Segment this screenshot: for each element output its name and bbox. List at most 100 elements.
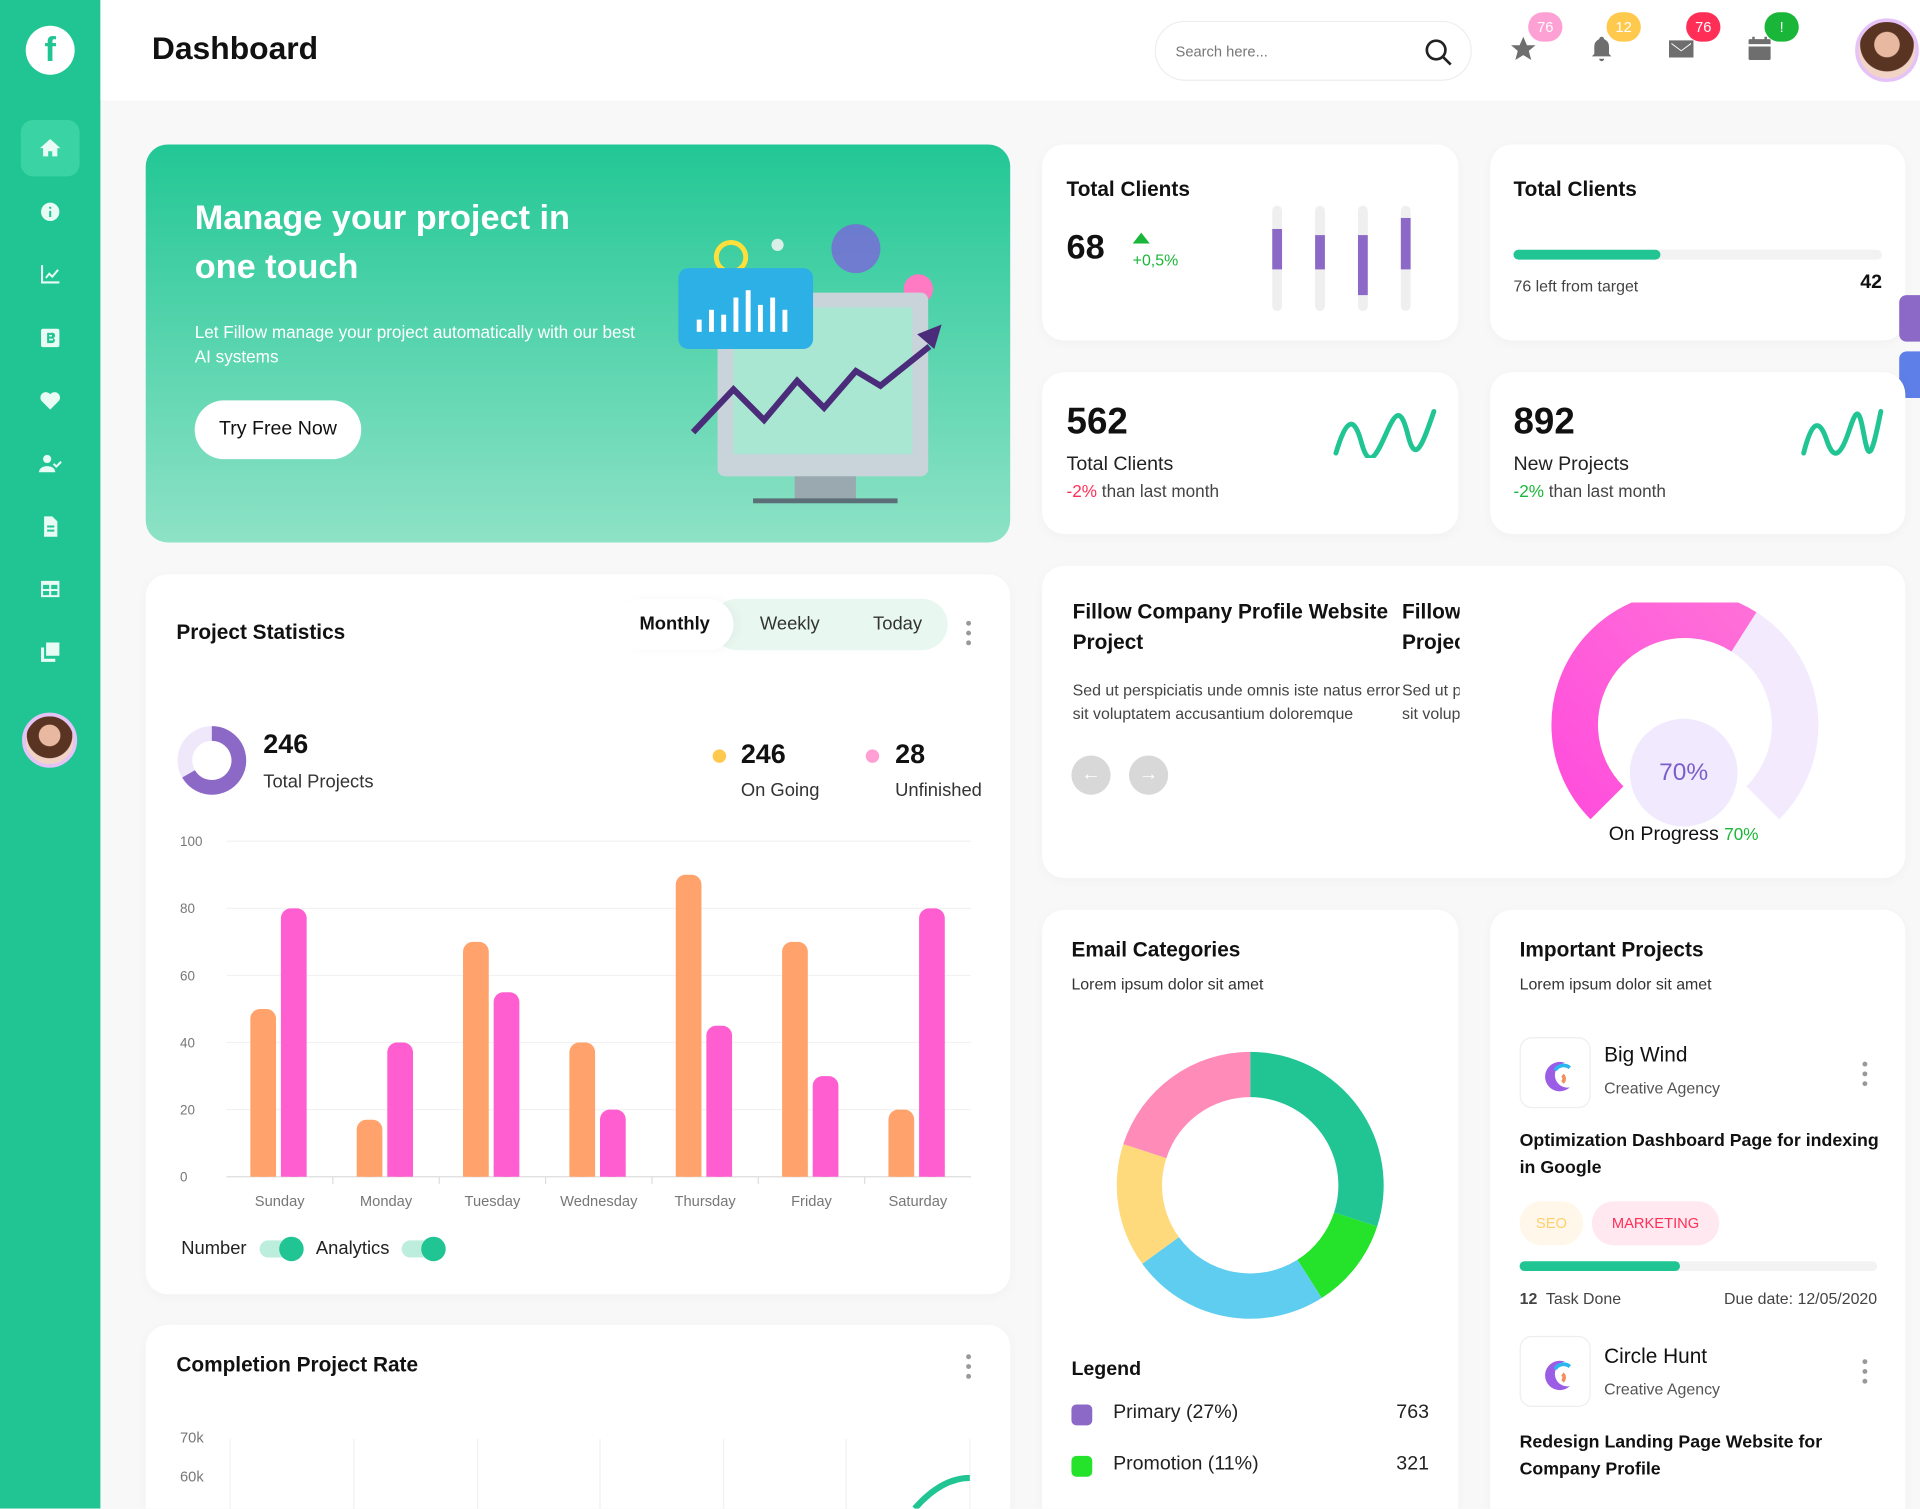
toggle-number-row: Number: [181, 1236, 304, 1262]
settings-tab[interactable]: [1899, 295, 1920, 342]
bar-base: [600, 1166, 626, 1177]
donut-segment: [1142, 1237, 1322, 1319]
user-avatar[interactable]: [1855, 18, 1919, 83]
bar-analytics: [280, 908, 307, 1177]
up-arrow-icon: [1132, 232, 1150, 244]
next-slide-button[interactable]: →: [1128, 755, 1169, 795]
mini-bar: [1315, 235, 1325, 269]
sidebar-item-home[interactable]: [20, 120, 80, 177]
legend-title: Legend: [1071, 1359, 1142, 1381]
stat-value: 892: [1513, 401, 1575, 443]
clients-change: +0,5%: [1132, 251, 1179, 270]
sparkline: [1801, 408, 1884, 456]
more-options-icon[interactable]: [965, 620, 972, 646]
legend-value: 763: [1396, 1402, 1429, 1423]
mini-bar: [1357, 235, 1368, 296]
user-check-icon: [38, 454, 62, 473]
stat-label: Total Clients: [1066, 454, 1174, 476]
stat-change-suffix: than last month: [1548, 481, 1666, 501]
project-options-icon[interactable]: [1861, 1061, 1868, 1087]
card-title: Email Categories: [1071, 937, 1241, 962]
card-title: Project Statistics: [176, 620, 346, 645]
sidebar-item-favorites[interactable]: [21, 372, 80, 428]
stat-value: 562: [1066, 401, 1128, 443]
analytics-toggle[interactable]: [401, 1236, 446, 1262]
home-icon: [40, 138, 61, 157]
bar-base: [919, 1166, 945, 1177]
more-options-icon[interactable]: [965, 1354, 972, 1379]
tab-weekly[interactable]: Weekly: [759, 613, 820, 635]
sidebar-item-documents[interactable]: [21, 498, 80, 554]
header: Dashboard Search here... 76 12 76 !: [100, 0, 1920, 101]
progress-gauge: [1551, 602, 1819, 820]
stat-change: -2%: [1066, 481, 1098, 501]
mini-bar: [1400, 218, 1411, 269]
messages-button[interactable]: 76: [1667, 12, 1721, 66]
sidebar: f: [0, 0, 101, 1509]
theme-tab[interactable]: [1899, 351, 1920, 398]
sidebar-item-billing[interactable]: [21, 310, 80, 366]
sidebar-item-pages[interactable]: [21, 624, 80, 680]
ongoing-dot: [712, 749, 727, 763]
task-done-row: 12 Task Done: [1520, 1289, 1621, 1307]
stat-change-suffix: than last month: [1101, 481, 1220, 501]
messages-badge: 76: [1686, 12, 1721, 42]
sidebar-item-tables[interactable]: [21, 561, 80, 617]
search-icon[interactable]: [1423, 37, 1455, 69]
calendar-button[interactable]: !: [1745, 12, 1799, 66]
stat-change-row: -2% than last month: [1067, 481, 1219, 501]
completion-line: [912, 1474, 970, 1509]
sidebar-item-info[interactable]: [21, 184, 80, 240]
search-input[interactable]: Search here...: [1154, 20, 1472, 81]
calendar-badge: !: [1764, 12, 1799, 42]
tag-marketing: MARKETING: [1591, 1201, 1720, 1246]
donut-segment: [1116, 1144, 1179, 1264]
email-categories-card: Email Categories Lorem ipsum dolor sit a…: [1042, 909, 1459, 1509]
favorites-badge: 76: [1528, 12, 1563, 42]
calendar-icon: [1748, 36, 1771, 61]
unfinished-dot: [865, 749, 880, 763]
card-title: Total Clients: [1066, 177, 1190, 201]
project-options-icon[interactable]: [1861, 1359, 1868, 1384]
project-type: Creative Agency: [1604, 1380, 1721, 1399]
project-name[interactable]: Big Wind: [1604, 1043, 1688, 1067]
project-name[interactable]: Circle Hunt: [1604, 1344, 1708, 1368]
logo[interactable]: f: [25, 25, 75, 75]
bar-number: [675, 874, 702, 1177]
project-logo: [1519, 1037, 1591, 1109]
legend-item-primary: Primary (27%) 763: [1071, 1400, 1429, 1429]
sidebar-item-users[interactable]: [21, 436, 80, 492]
project-progress-fill: [1519, 1261, 1681, 1272]
number-toggle[interactable]: [259, 1236, 304, 1262]
slide-text: Sed ut perspiciatis unde omnis iste natu…: [1402, 680, 1460, 723]
project-statistics-card: Project Statistics Monthly Weekly Today …: [145, 574, 1011, 1295]
notifications-button[interactable]: 12: [1587, 12, 1641, 66]
slide-text: Sed ut perspiciatis unde omnis iste natu…: [1072, 680, 1401, 723]
y-tick-label: 40: [180, 1035, 195, 1050]
info-icon: [41, 202, 60, 222]
slide-title: Fillow Company Profile Website Project: [1402, 600, 1460, 654]
legend-swatch: [1071, 1404, 1093, 1426]
task-done-label: Task Done: [1545, 1289, 1622, 1308]
stat-label: New Projects: [1513, 454, 1629, 476]
tag-seo: SEO: [1519, 1201, 1584, 1246]
mail-icon: [1668, 40, 1694, 58]
try-free-button[interactable]: Try Free Now: [194, 400, 362, 460]
tab-monthly[interactable]: Monthly: [615, 598, 734, 651]
card-subtitle: Lorem ipsum dolor sit amet: [1519, 974, 1712, 994]
favorites-button[interactable]: 76: [1509, 12, 1563, 66]
tab-today[interactable]: Today: [873, 613, 923, 635]
document-icon: [44, 516, 58, 537]
y-tick-label: 20: [180, 1103, 195, 1118]
prev-slide-button[interactable]: ←: [1071, 755, 1111, 795]
bar-base: [706, 1166, 733, 1177]
x-tick-label: Tuesday: [465, 1194, 521, 1210]
sidebar-avatar[interactable]: [22, 712, 78, 768]
x-tick-label: Monday: [360, 1194, 413, 1210]
donut-segment: [1250, 1051, 1384, 1227]
notifications-badge: 12: [1606, 12, 1641, 42]
sparkline: [1333, 408, 1437, 458]
card-title: Important Projects: [1519, 937, 1704, 962]
target-progress-track: [1513, 249, 1883, 260]
sidebar-item-analytics[interactable]: [21, 246, 80, 302]
